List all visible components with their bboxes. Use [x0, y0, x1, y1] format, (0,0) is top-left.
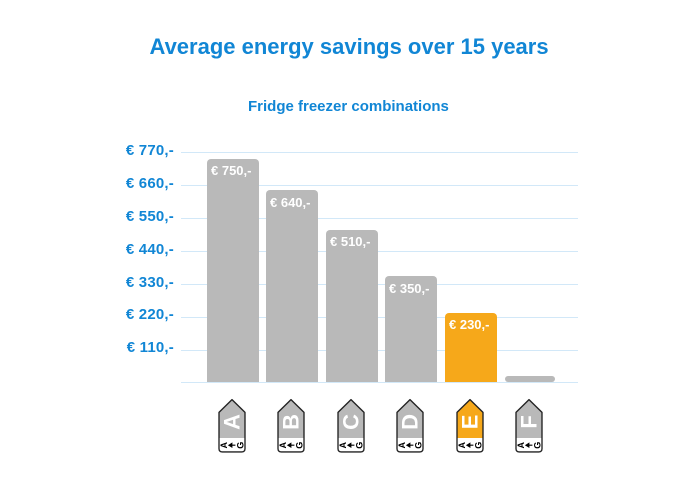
svg-text:A: A: [219, 414, 244, 430]
svg-text:A: A: [338, 441, 348, 448]
svg-text:G: G: [354, 441, 364, 448]
svg-text:G: G: [473, 441, 483, 448]
svg-text:D: D: [398, 414, 423, 430]
svg-text:A: A: [457, 441, 467, 448]
svg-text:G: G: [532, 441, 542, 448]
svg-text:G: G: [294, 441, 304, 448]
svg-text:C: C: [338, 414, 363, 430]
svg-text:G: G: [413, 441, 423, 448]
svg-text:F: F: [516, 415, 541, 428]
svg-text:A: A: [516, 441, 526, 448]
svg-text:A: A: [278, 441, 288, 448]
svg-text:A: A: [219, 441, 229, 448]
svg-text:G: G: [235, 441, 245, 448]
svg-text:A: A: [397, 441, 407, 448]
svg-text:E: E: [457, 414, 482, 429]
svg-text:B: B: [279, 414, 304, 430]
